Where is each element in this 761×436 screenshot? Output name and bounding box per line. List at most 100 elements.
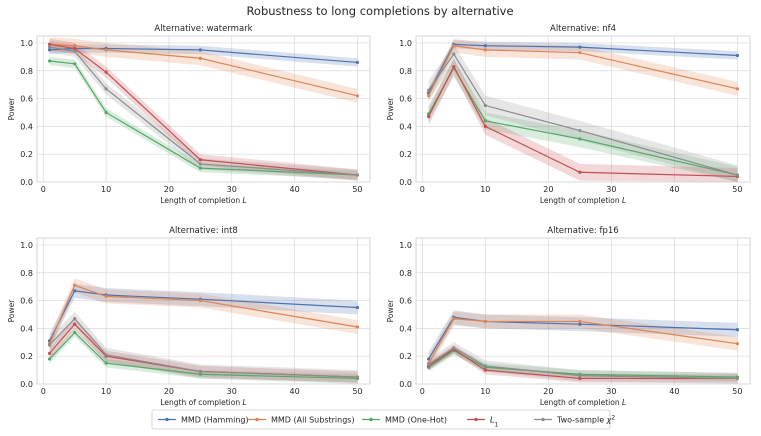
confidence-band [428,59,738,183]
x-tick-label: 20 [543,387,553,396]
data-point [578,319,582,324]
data-point [578,137,582,141]
y-tick-label: 0.4 [399,324,412,333]
data-point [47,48,52,52]
data-point [578,45,582,49]
x-tick-label: 30 [227,185,237,194]
y-tick-label: 1.0 [399,241,412,250]
data-point [198,369,202,374]
data-point [104,361,108,365]
legend-marker [541,417,545,422]
panels: 0 10 20 30 40 50 0.0 0.2 0.4 0.6 0.8 1.0 Alternative… [7,24,751,407]
data-point [578,376,582,381]
data-point [198,298,202,303]
confidence-band [49,311,358,384]
data-point [73,322,77,326]
legend-item: MMD (One-Hot) [362,416,447,425]
data-point [198,48,202,52]
data-point [47,45,52,49]
x-tick-label: 50 [352,185,362,194]
x-tick-label: 40 [669,185,679,194]
x-tick-label: 40 [669,387,679,396]
data-point [73,46,77,51]
y-tick-label: 0.2 [399,352,412,361]
x-axis-label: Length of completion L [540,196,626,205]
data-point [735,173,739,177]
y-tick-label: 0.6 [399,297,412,306]
data-point [73,317,77,321]
data-point [483,364,487,368]
data-point [578,128,582,133]
y-tick-label: 0.6 [20,95,33,104]
y-tick-label: 0.6 [20,297,33,306]
chart-panel-3: 0 10 20 30 40 50 0.0 0.2 0.4 0.6 0.8 1.0 Alternative… [7,226,371,407]
legend-item: MMD (Hamming) [158,416,249,425]
data-point [735,342,739,346]
data-point [73,49,77,53]
y-tick-label: 0.2 [20,352,33,361]
x-tick-label: 30 [227,387,237,396]
x-tick-label: 0 [41,185,46,194]
data-point [104,294,108,298]
x-tick-label: 20 [164,185,174,194]
data-point [427,362,431,367]
data-point [104,48,108,52]
data-point [47,42,52,46]
x-tick-label: 10 [101,185,111,194]
x-axis-label: Length of completion L [540,398,626,407]
legend-label: L1 [490,416,498,429]
data-point [578,51,582,55]
plot-area [36,35,371,183]
confidence-band [428,58,738,182]
x-tick-label: 30 [606,185,616,194]
y-tick-label: 0.2 [20,150,33,159]
confidence-band [428,38,738,103]
data-point [452,52,456,56]
x-tick-label: 0 [41,387,46,396]
data-point [355,94,360,98]
data-point [73,44,77,48]
x-tick-label: 50 [732,185,742,194]
confidence-band [428,40,738,98]
data-point [735,53,739,58]
confidence-band [49,283,358,348]
y-tick-label: 0.0 [399,380,412,389]
y-tick-label: 0.2 [399,150,412,159]
y-tick-label: 0.4 [20,122,33,131]
confidence-band [49,44,358,67]
figure-title: Robustness to long completions by altern… [246,4,513,18]
legend-marker [369,417,373,422]
data-point [198,372,202,376]
x-tick-label: 40 [290,387,300,396]
legend-marker [255,417,259,422]
data-point [483,103,487,108]
data-point [73,62,77,66]
plot-area [415,35,751,183]
plot-area [415,237,751,385]
data-point [452,346,456,350]
y-tick-label: 0.8 [20,269,33,278]
confidence-band [428,311,738,371]
data-point [198,162,202,166]
data-point [104,353,108,357]
data-point [483,119,487,123]
data-point [47,357,52,361]
data-point [73,330,77,335]
plot-area [36,237,371,385]
x-tick-label: 0 [420,387,425,396]
data-point [47,59,52,63]
data-point [47,343,52,347]
data-point [198,158,202,162]
data-point [427,88,431,92]
y-tick-label: 0.4 [20,324,33,333]
data-point [104,87,108,91]
y-axis-label: Power [386,299,395,323]
y-tick-label: 0.8 [20,67,33,76]
confidence-band [428,44,738,182]
legend-label: Two-sample χ2 [556,414,615,425]
data-point [198,56,202,60]
data-point [355,375,360,379]
panel-title: Alternative: nf4 [550,24,616,34]
y-tick-label: 1.0 [20,241,33,250]
